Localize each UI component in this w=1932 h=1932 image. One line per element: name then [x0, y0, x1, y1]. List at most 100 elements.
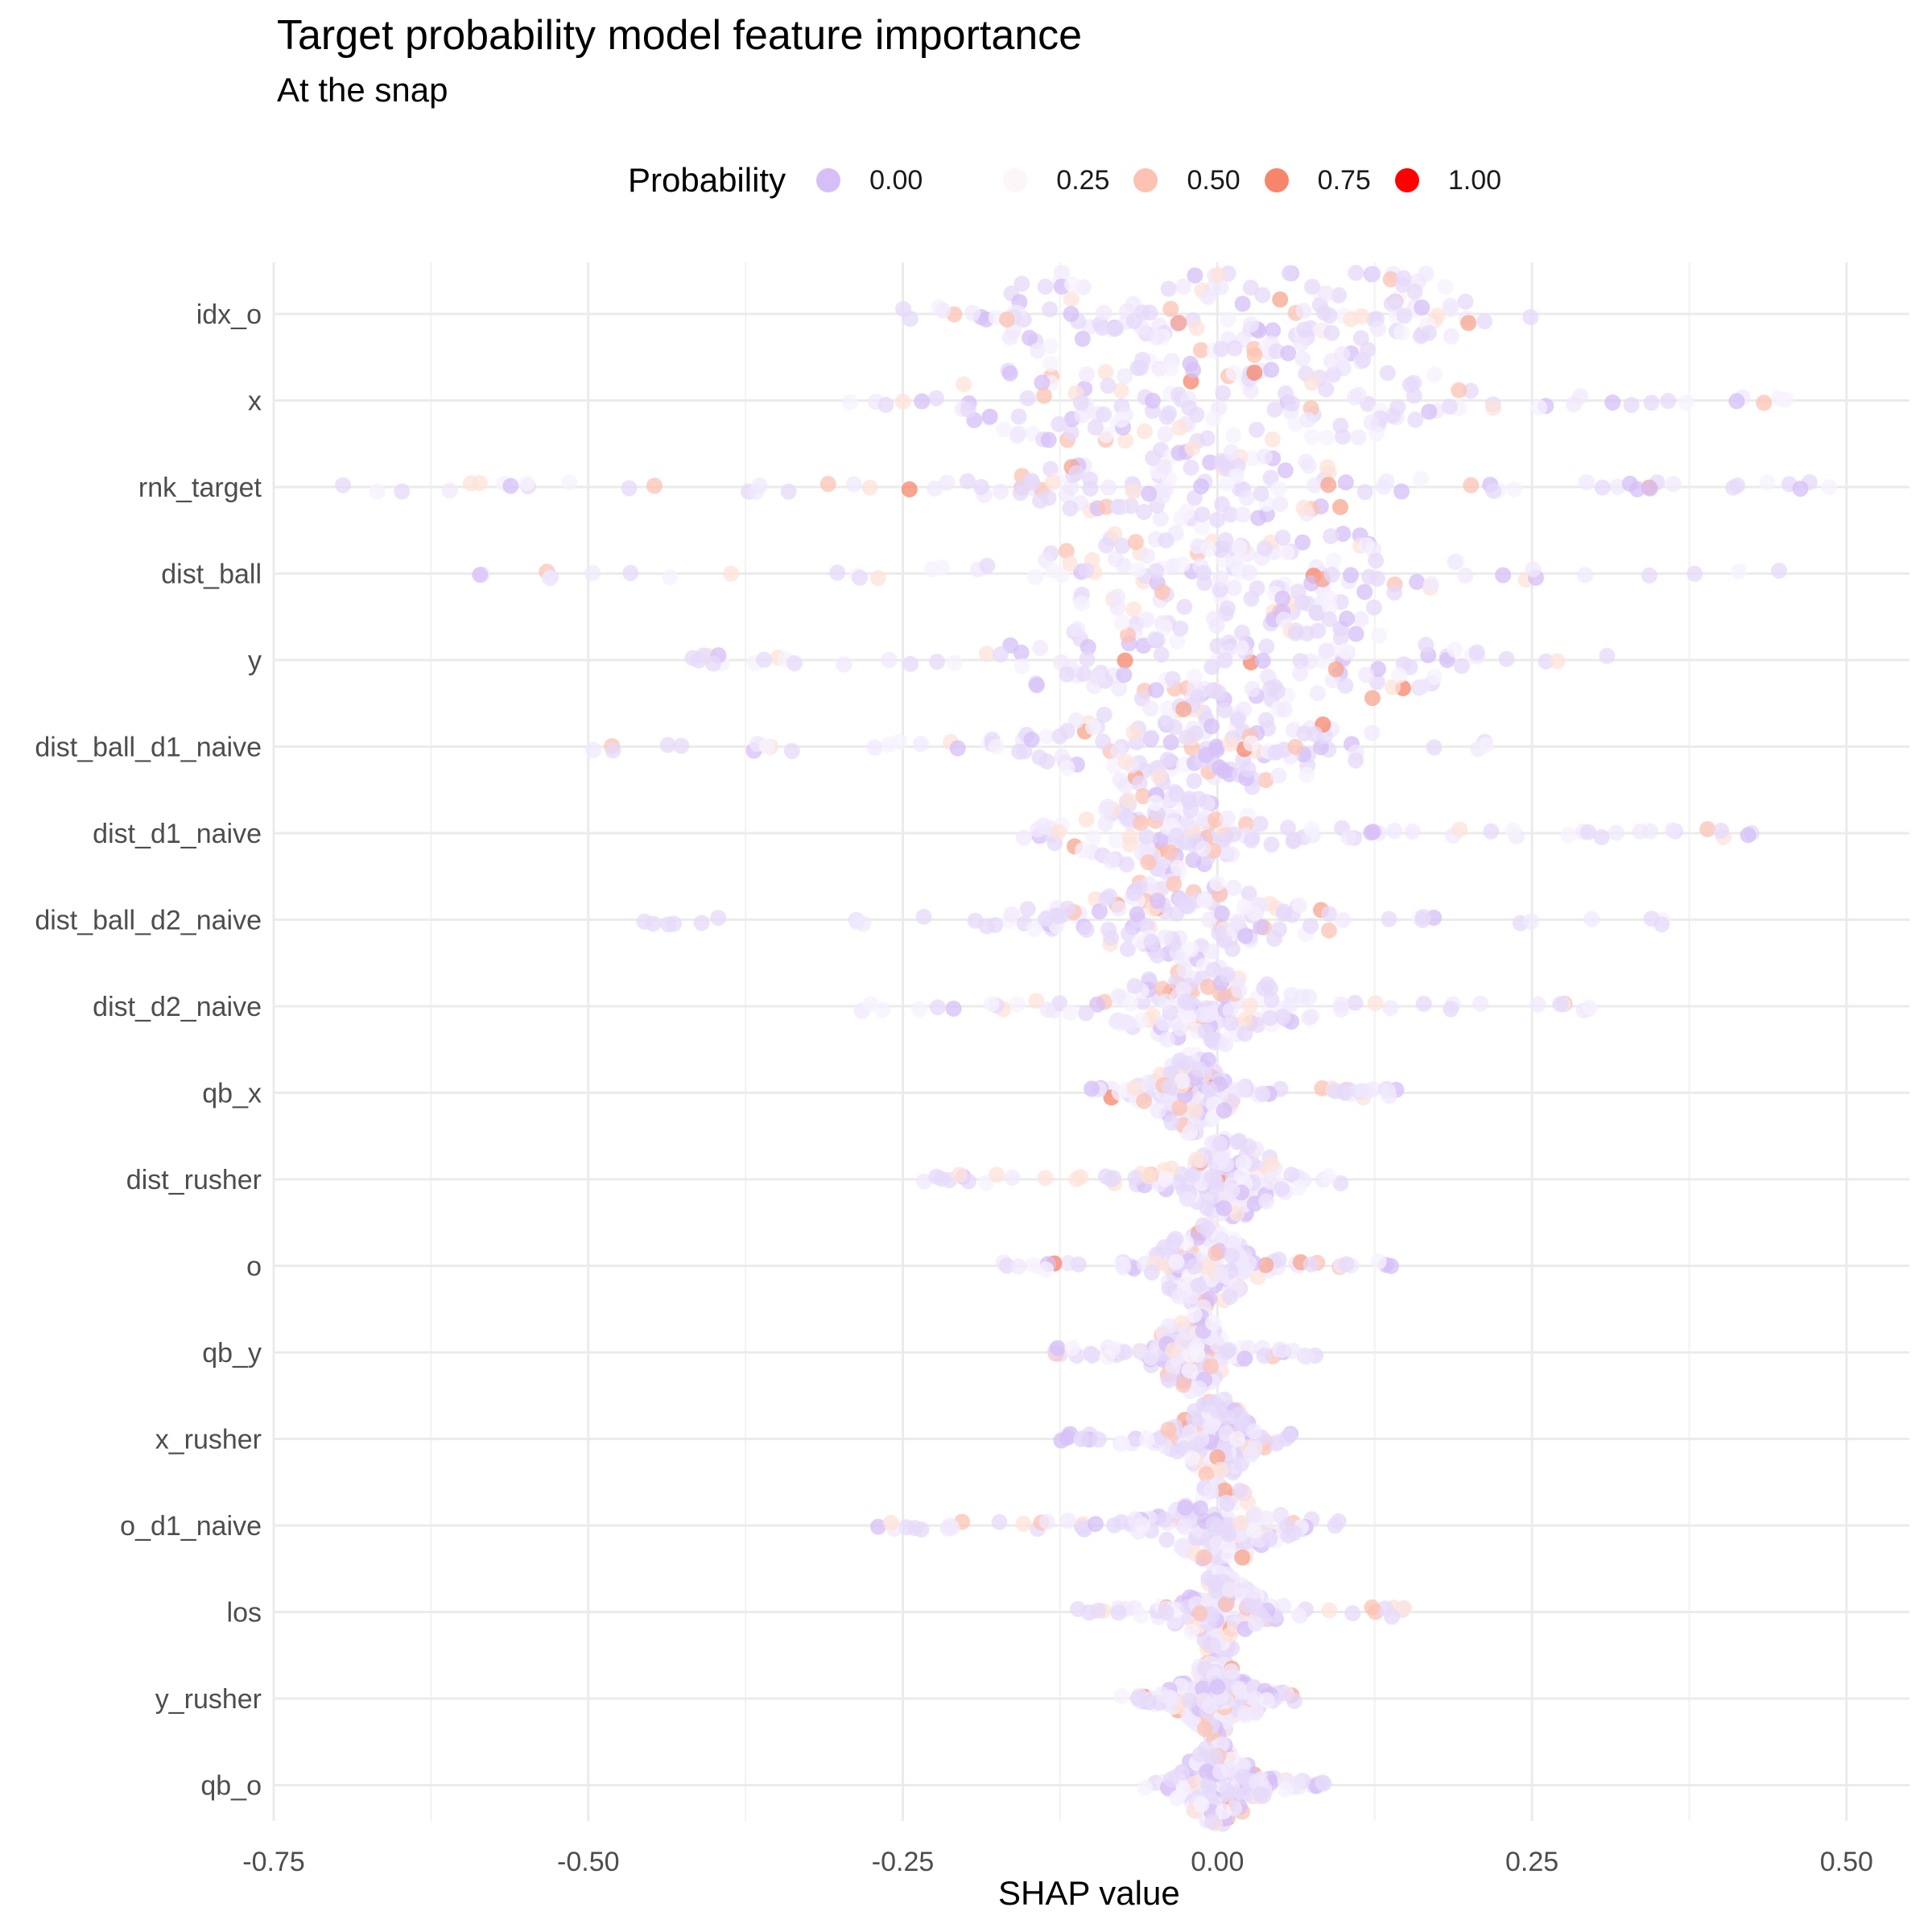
data-point	[1229, 712, 1246, 729]
data-point	[939, 1520, 956, 1537]
data-point	[1064, 276, 1080, 292]
data-point	[1186, 773, 1203, 790]
data-point	[1119, 810, 1135, 826]
data-point	[1441, 398, 1458, 415]
data-point	[636, 913, 653, 930]
data-point	[1133, 815, 1150, 832]
data-point	[1038, 728, 1055, 745]
data-point	[1159, 1031, 1175, 1048]
data-point	[1304, 279, 1321, 295]
data-point	[1265, 322, 1282, 339]
data-point	[959, 473, 976, 489]
data-point	[1203, 1358, 1219, 1374]
data-point	[1212, 1763, 1228, 1780]
data-point	[1396, 308, 1413, 324]
data-point	[1203, 1606, 1220, 1623]
data-point	[1283, 1166, 1300, 1183]
feature-o-d1-naive	[870, 1476, 1347, 1575]
data-point	[1447, 642, 1463, 658]
data-point	[1258, 638, 1275, 655]
data-point	[1078, 562, 1095, 579]
legend-item-3: 0.75	[1264, 165, 1371, 196]
data-point	[1083, 1346, 1100, 1362]
data-point	[1235, 1080, 1252, 1097]
data-point	[1223, 1014, 1239, 1031]
data-point	[1001, 328, 1018, 345]
data-point	[1443, 328, 1459, 345]
data-point	[1228, 1786, 1244, 1803]
data-point	[1015, 1516, 1032, 1532]
data-point	[1091, 903, 1108, 920]
data-point	[1268, 1435, 1285, 1452]
data-point	[1231, 1406, 1248, 1423]
data-point	[1152, 510, 1169, 527]
data-point	[1344, 1605, 1361, 1622]
data-point	[1192, 1500, 1208, 1517]
data-point	[1264, 431, 1281, 448]
data-point	[1238, 489, 1255, 506]
y-label: dist_ball_d2_naive	[35, 906, 262, 936]
y-label: rnk_target	[138, 473, 262, 503]
legend-title: Probability	[628, 161, 786, 199]
data-point	[1216, 1482, 1233, 1499]
data-point	[1051, 824, 1067, 840]
data-point	[1171, 419, 1188, 436]
data-point	[1323, 353, 1340, 369]
data-point	[1364, 724, 1381, 741]
data-point	[1186, 1117, 1203, 1133]
data-point	[1252, 1785, 1269, 1802]
data-point	[1364, 824, 1381, 840]
data-point	[1027, 568, 1043, 585]
data-point	[1336, 642, 1353, 659]
data-point	[1221, 1546, 1237, 1563]
data-point	[1207, 1748, 1224, 1765]
data-point	[1209, 875, 1226, 892]
data-point	[1157, 929, 1174, 946]
data-point	[1013, 644, 1030, 661]
data-point	[1298, 625, 1315, 642]
data-point	[1247, 1598, 1264, 1615]
data-point	[1100, 378, 1117, 394]
feature-dist-ball-d2-naive	[636, 873, 1670, 968]
data-point	[1303, 821, 1320, 837]
data-point	[1418, 637, 1435, 654]
data-point	[1203, 718, 1220, 735]
data-point	[1225, 427, 1242, 444]
data-point	[1223, 1248, 1240, 1264]
y-label: o_d1_naive	[120, 1511, 262, 1542]
data-point	[1250, 510, 1267, 526]
data-point	[1209, 511, 1226, 528]
data-point	[1243, 832, 1260, 848]
data-point	[1030, 821, 1046, 838]
data-point	[1079, 650, 1096, 667]
data-point	[1320, 922, 1337, 939]
data-point	[960, 401, 976, 418]
data-point	[956, 376, 972, 393]
data-point	[1236, 1026, 1253, 1042]
data-point	[369, 483, 386, 500]
data-point	[1028, 993, 1045, 1009]
data-point	[1193, 1796, 1210, 1813]
data-point	[1110, 988, 1127, 1005]
data-point	[1241, 1255, 1257, 1271]
data-point	[829, 564, 846, 581]
data-point	[1106, 526, 1123, 543]
data-point	[1036, 387, 1052, 404]
data-point	[1220, 1525, 1237, 1542]
y-label: y	[248, 646, 262, 676]
data-point	[1335, 526, 1352, 543]
data-point	[1220, 600, 1236, 617]
data-point	[1266, 679, 1283, 696]
data-point	[1583, 910, 1600, 927]
data-point	[1225, 826, 1242, 843]
data-point	[1216, 1199, 1232, 1216]
data-point	[1348, 752, 1364, 769]
data-point	[1608, 824, 1624, 841]
data-point	[1413, 679, 1430, 696]
data-point	[1483, 823, 1500, 840]
data-point	[1731, 564, 1747, 580]
data-point	[659, 737, 676, 753]
data-point	[1211, 1229, 1228, 1246]
data-point	[1212, 1150, 1229, 1166]
data-point	[1212, 279, 1229, 295]
